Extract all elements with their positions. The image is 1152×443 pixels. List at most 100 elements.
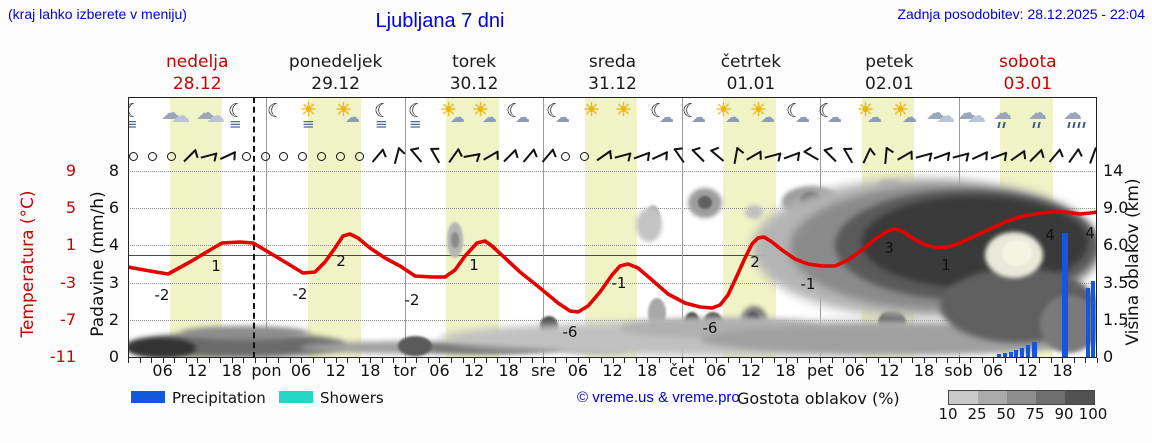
cloud-glyph: ☁ (902, 108, 917, 126)
wind-barb-icon (971, 151, 989, 160)
x-tick (462, 358, 464, 363)
x-tick (301, 358, 303, 363)
cloud-density-tick-label: 75 (1025, 405, 1045, 423)
wind-calm-icon (317, 152, 326, 161)
moon-glyph: ☾ (228, 100, 246, 122)
x-hour-label: 06 (982, 361, 1004, 380)
temperature-label: 3 (884, 239, 894, 257)
moon-glyph: ☾ (650, 100, 668, 122)
weather-icon-rain: ☁ (1027, 100, 1061, 136)
cloud-glyph: ☁ (993, 102, 1012, 124)
x-tick (981, 358, 983, 363)
x-tick (208, 358, 210, 363)
temperature-label: 1 (211, 257, 221, 275)
cloud-glyph: ☁ (936, 105, 955, 127)
x-tick (370, 358, 372, 363)
x-tick (762, 358, 764, 363)
precipitation-bar (1062, 233, 1068, 357)
cloud-glyph: ☁ (196, 102, 215, 124)
x-tick (231, 358, 233, 363)
x-tick (335, 358, 337, 363)
x-tick (220, 358, 222, 363)
x-hour-label: 18 (498, 361, 519, 380)
x-tick (912, 358, 914, 363)
x-tick (935, 358, 937, 363)
x-tick (1039, 358, 1041, 363)
horizontal-gridline (128, 320, 1097, 321)
x-tick (174, 358, 176, 363)
wind-barb-icon (394, 147, 401, 164)
x-tick (277, 358, 279, 363)
weather-icon-sun-cloud: ☀ ☁ (334, 100, 368, 136)
x-tick (531, 358, 533, 363)
day-boundary-line (404, 97, 406, 358)
temperature-label: -1 (611, 274, 627, 292)
wind-barb-icon (934, 151, 951, 160)
x-tick (923, 358, 925, 363)
cloud-height-tick-label: 1.5 (1103, 310, 1129, 329)
x-tick (358, 358, 360, 363)
x-tick (624, 358, 626, 363)
x-tick (485, 358, 487, 363)
menu-hint-text: (kraj lahko izberete v meniju) (8, 6, 187, 22)
temperature-tick-label: -11 (49, 347, 76, 366)
credit-link[interactable]: © vreme.us & vreme.pro (577, 389, 740, 406)
weather-icon-moon-cloud: ☾ ☁ (648, 100, 682, 136)
cloud-density-segment (978, 391, 1007, 404)
cloud-density-scale (948, 390, 1095, 405)
day-name-petek: petek (865, 52, 914, 72)
day-boundary-line (266, 97, 268, 358)
x-hour-label: 12 (325, 361, 346, 380)
weather-icon-moon-fog: ☾ ≡ (226, 100, 260, 136)
x-hour-label: 18 (360, 361, 381, 380)
x-tick (1050, 358, 1052, 363)
weather-icon-moon-cloud: ☾ ☁ (544, 100, 578, 136)
weather-icon-sun-cloud: ☀ ☁ (891, 100, 925, 136)
x-tick (589, 358, 591, 363)
showers-legend-label: Showers (320, 389, 384, 407)
temperature-label: 1 (941, 256, 951, 274)
wind-calm-icon (241, 152, 251, 161)
precipitation-swatch (131, 391, 165, 403)
cloud-glyph: ☁ (957, 102, 976, 124)
x-tick (1016, 358, 1018, 363)
legend: Precipitation Showers © vreme.us & vreme… (0, 388, 1152, 423)
cloud-glyph: ☁ (691, 108, 706, 126)
weather-icon-moon-fog: ☾ ≡ (372, 100, 406, 136)
temperature-label: 2 (336, 252, 346, 270)
x-tick (381, 358, 383, 363)
wind-barb-icon (409, 148, 423, 163)
x-tick (739, 358, 741, 363)
cloud-density-segment (949, 391, 978, 404)
weather-icon-moon-fog: ☾ ≡ (406, 100, 440, 136)
day-date-petek: 02.01 (865, 74, 914, 94)
moon-glyph: ☾ (818, 100, 836, 122)
x-tick (693, 358, 695, 363)
x-day-abbr: tor (393, 361, 417, 380)
wind-calm-icon (298, 152, 308, 161)
day-date-sreda: 31.12 (588, 74, 637, 94)
wind-barb-icon (709, 149, 724, 162)
weather-icon-cloudy: ☁ ☁ (160, 100, 194, 136)
x-hour-label: 12 (1017, 361, 1038, 380)
x-hour-label: 18 (913, 361, 935, 380)
cloud-density-tick-label: 50 (996, 405, 1016, 423)
wind-barb-icon (691, 148, 705, 163)
x-tick (1085, 358, 1087, 363)
temperature-tick-label: 9 (65, 161, 76, 180)
wind-barb-icon (522, 148, 536, 163)
cloud-glyph: ☁ (795, 108, 810, 126)
temperature-tick-label: -7 (60, 310, 76, 329)
day-name-nedelja: nedelja (166, 52, 229, 72)
x-tick (497, 358, 499, 363)
x-tick (854, 358, 856, 363)
fog-glyph: ≡ (302, 115, 315, 133)
cloud-glyph: ☁ (1063, 102, 1082, 124)
showers-swatch (279, 391, 313, 403)
temperature-label: 1 (469, 256, 479, 274)
x-hour-label: 06 (429, 361, 450, 380)
weather-icon-moon-cloud: ☾ ☁ (816, 100, 850, 136)
cloud-height-tick-label: 9.0 (1103, 198, 1129, 217)
fog-glyph: ≡ (409, 115, 422, 133)
